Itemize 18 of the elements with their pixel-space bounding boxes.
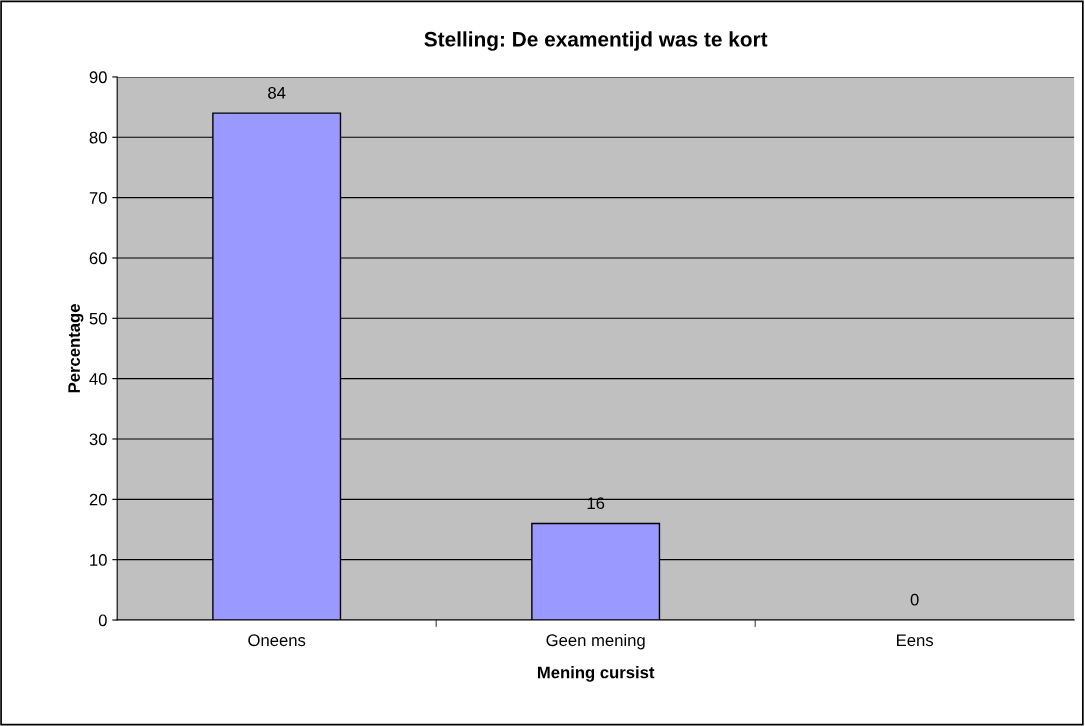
y-tick-label: 20 <box>89 493 107 506</box>
y-tick-label: 60 <box>89 252 107 265</box>
x-tick-label: Oneens <box>248 634 306 647</box>
y-tick-label: 30 <box>89 433 107 446</box>
data-label: 0 <box>910 593 919 606</box>
x-tick-label: Eens <box>897 634 934 647</box>
y-tick-label: 40 <box>89 373 107 385</box>
y-tick-label: 70 <box>89 192 107 204</box>
y-tick-label: 0 <box>98 614 107 627</box>
y-tick-label: 10 <box>90 554 107 566</box>
chart-title: Stelling: De examentijd was te kort <box>424 31 768 51</box>
y-axis-title: Percentage <box>68 304 84 393</box>
x-axis-title: Mening cursist <box>537 666 655 682</box>
data-label: 84 <box>268 86 286 99</box>
y-tick-label: 80 <box>89 131 107 144</box>
y-tick-label: 90 <box>89 71 107 84</box>
y-tick-label: 50 <box>89 312 107 325</box>
x-tick-label: Geen mening <box>546 633 645 650</box>
